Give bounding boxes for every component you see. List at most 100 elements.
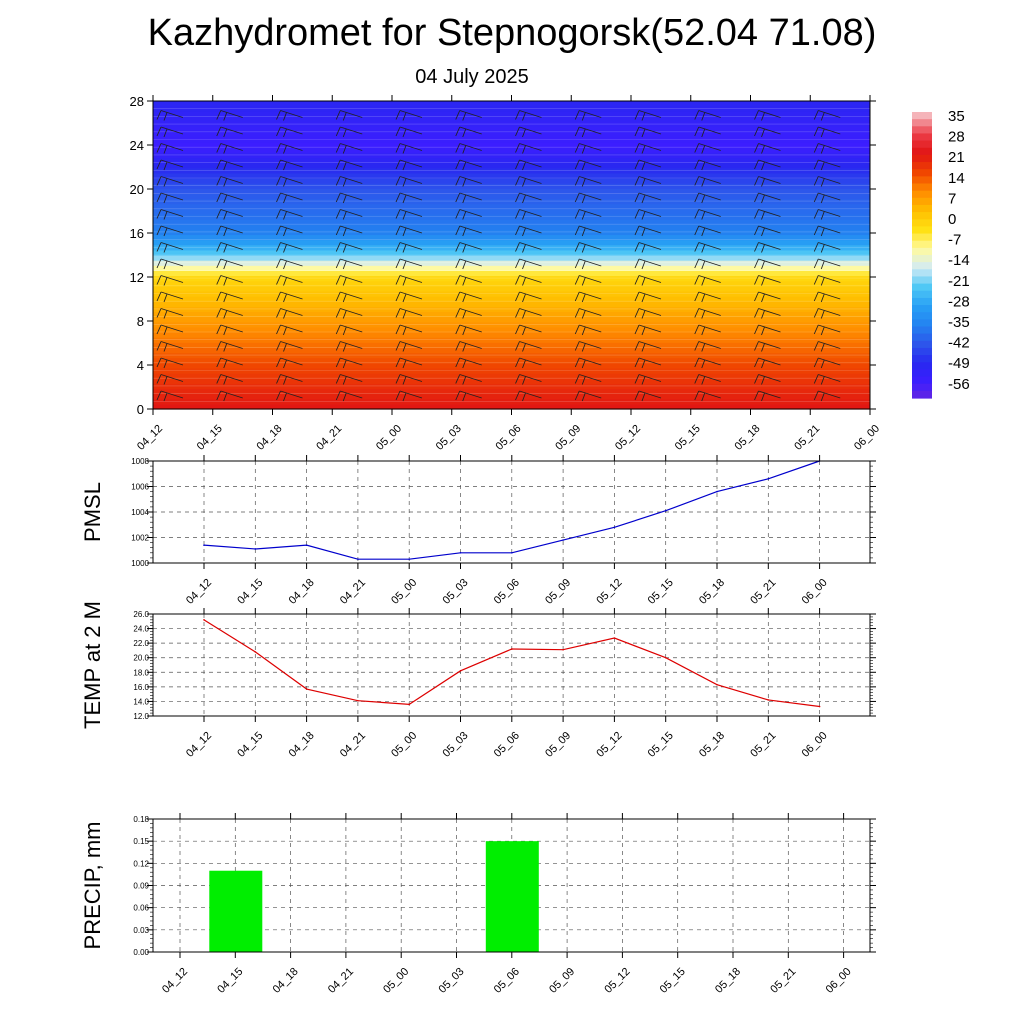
wind-barb: [515, 275, 542, 286]
wind-barb: [574, 110, 602, 121]
contour-band: [153, 321, 870, 328]
contour-band: [153, 383, 870, 390]
wind-barb: [276, 143, 303, 154]
wind-barb: [216, 308, 243, 319]
colorbar-cell: [912, 312, 932, 320]
wind-barb: [634, 192, 662, 204]
x-tick-label: 04_21: [338, 730, 368, 760]
wind-barb: [574, 209, 602, 220]
wind-barb: [813, 324, 841, 336]
x-tick-label: 05_21: [748, 730, 778, 760]
contour-band: [153, 332, 870, 338]
contour-band: [153, 229, 870, 236]
wind-barb: [694, 159, 721, 171]
contour-band: [153, 111, 870, 117]
wind-barb: [335, 209, 363, 220]
y-axis-label: TEMP at 2 M: [80, 601, 105, 729]
y-tick-label: 24: [130, 138, 144, 153]
x-tick-label: 05_18: [713, 966, 743, 996]
wind-barb: [395, 324, 423, 336]
wind-barb: [395, 192, 423, 204]
wind-barb: [754, 110, 781, 121]
wind-barb: [455, 192, 482, 204]
wind-barb: [276, 192, 303, 204]
wind-barb: [455, 258, 482, 270]
x-tick-label: 05_15: [646, 730, 676, 760]
wind-barb: [754, 159, 781, 171]
contour-band: [153, 208, 870, 215]
colorbar-label: 14: [948, 170, 965, 187]
wind-barb: [335, 341, 363, 352]
wind-barb: [156, 374, 184, 385]
wind-barb: [455, 308, 482, 319]
wind-barb: [634, 374, 662, 385]
colorbar-cell: [912, 140, 932, 149]
y-tick-label: 1000: [131, 559, 149, 568]
plot-frame: [152, 613, 871, 717]
wind-barb: [574, 143, 602, 154]
contour-band: [153, 172, 870, 179]
contour-band: [153, 219, 870, 225]
wind-barb: [515, 390, 542, 402]
colorbar-cell: [912, 355, 932, 363]
wind-barb: [515, 225, 542, 237]
data-point: [459, 670, 462, 672]
chart-subtitle: 04 July 2025: [415, 66, 529, 88]
wind-barb: [574, 341, 602, 352]
wind-barb: [634, 341, 662, 352]
colorbar-cell: [912, 283, 932, 292]
x-tick-label: 04_21: [326, 966, 356, 996]
colorbar-cell: [912, 340, 932, 349]
data-point: [716, 683, 718, 686]
wind-barb: [156, 176, 184, 187]
wind-barb: [395, 275, 423, 286]
wind-barb: [813, 258, 841, 270]
wind-barb: [754, 341, 781, 352]
colorbar-cell: [912, 226, 932, 235]
data-point: [613, 526, 616, 529]
wind-barb: [156, 242, 184, 253]
wind-barb: [455, 209, 482, 220]
wind-barb: [515, 308, 542, 319]
contour-band: [153, 388, 870, 395]
wind-barb: [813, 291, 841, 303]
wind-barb: [694, 225, 721, 237]
colorbar-cell: [912, 255, 932, 263]
wind-barb: [395, 159, 423, 171]
wind-barb: [335, 126, 363, 138]
contour-band: [153, 101, 870, 107]
colorbar-cell: [912, 126, 932, 135]
wind-barb: [515, 374, 542, 385]
wind-barb: [216, 192, 243, 204]
x-tick-label: 04_18: [287, 730, 317, 760]
wind-barb: [754, 126, 781, 138]
wind-barb: [515, 324, 542, 336]
wind-barb: [813, 275, 841, 286]
wind-barb: [335, 291, 363, 303]
contour-band: [153, 167, 870, 174]
wind-barb: [694, 176, 721, 187]
colorbar-cell: [912, 319, 932, 328]
contour-band: [153, 347, 870, 354]
colorbar-cell: [912, 390, 932, 399]
colorbar-cell: [912, 133, 932, 142]
wind-barb: [574, 390, 602, 402]
y-tick-label: 18.0: [133, 668, 149, 677]
wind-barb: [216, 275, 243, 286]
wind-barb: [216, 291, 243, 303]
wind-barb: [694, 242, 721, 253]
wind-barb: [335, 390, 363, 402]
wind-barb: [634, 159, 662, 171]
x-tick-label: 05_21: [768, 966, 798, 996]
wind-barb: [455, 291, 482, 303]
contour-band: [153, 106, 870, 112]
contour-band: [153, 198, 870, 205]
wind-barb: [156, 192, 184, 204]
x-tick-label: 05_12: [602, 966, 632, 996]
y-tick-label: 0.09: [133, 882, 149, 891]
contour-band: [153, 183, 870, 189]
x-tick-label: 04_18: [271, 966, 301, 996]
wind-barb: [754, 324, 781, 336]
colorbar-label: 35: [948, 108, 965, 125]
